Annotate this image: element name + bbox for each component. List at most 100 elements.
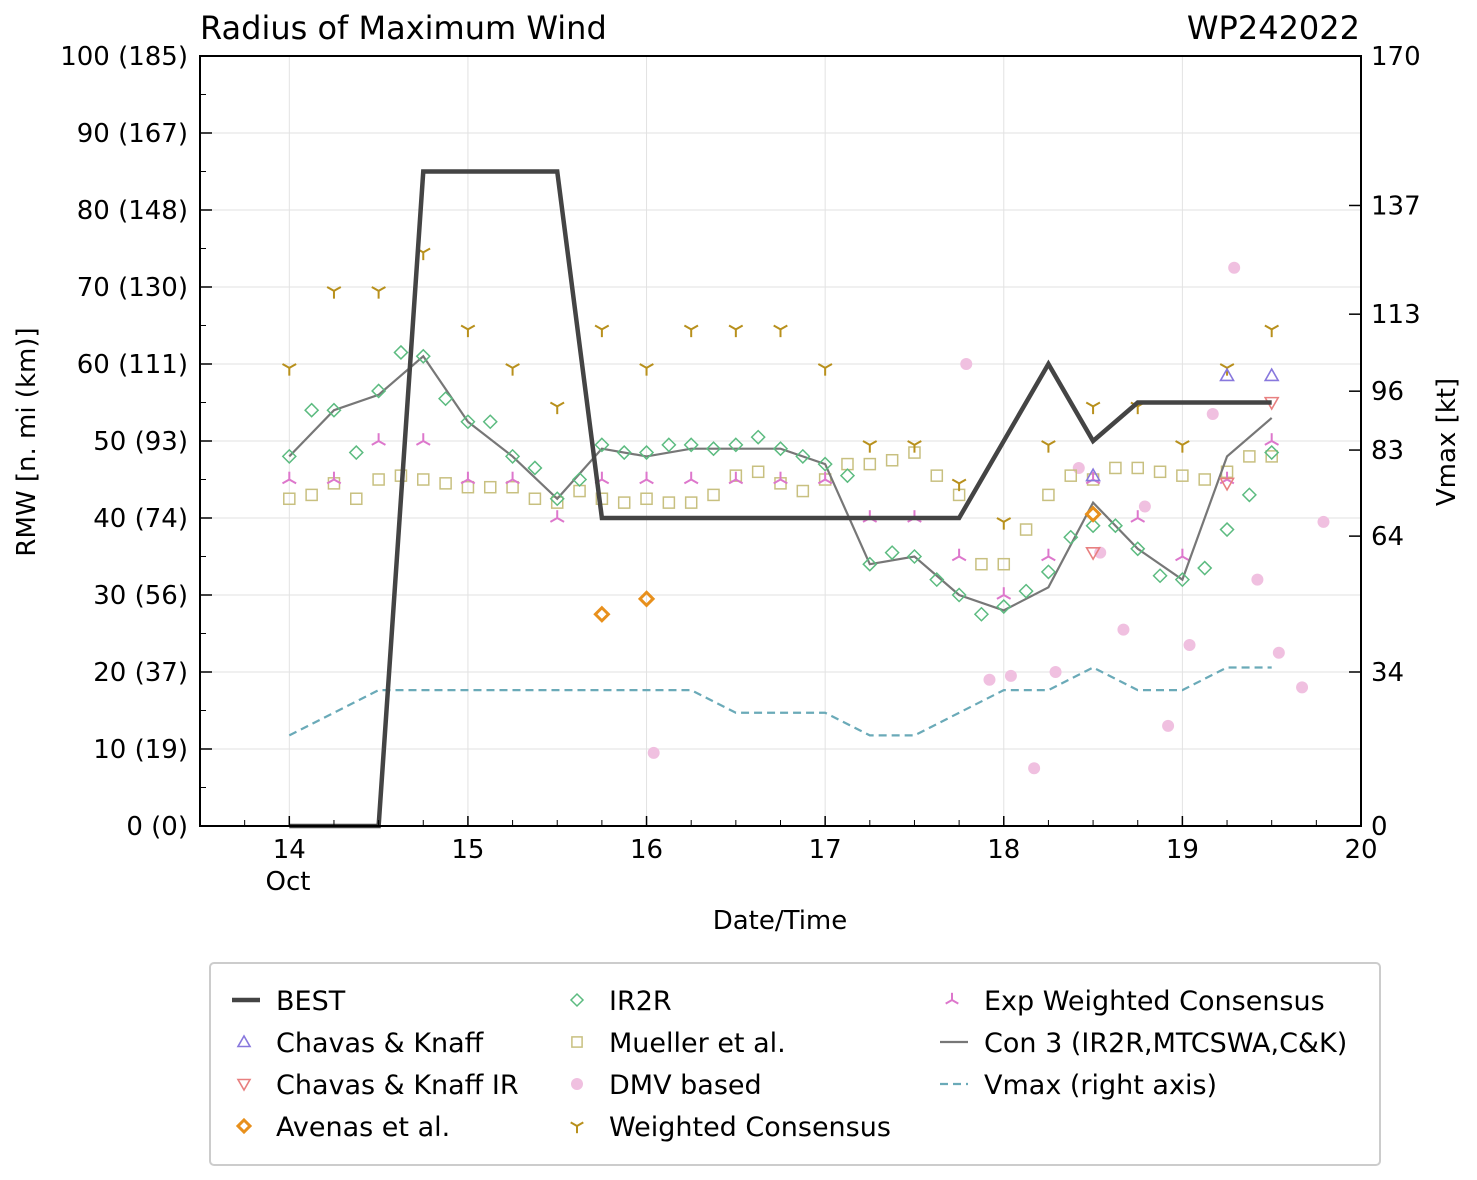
mueller-et-al-point (684, 496, 698, 509)
mueller-et-al-point (997, 557, 1011, 571)
avenas-et-al-point (637, 590, 656, 608)
mueller-et-al-point (863, 457, 877, 471)
avenas-et-al-point (593, 605, 611, 623)
exp-weighted-consensus-point (460, 471, 476, 485)
ir2r-point (571, 471, 588, 488)
exp-weighted-consensus-point (415, 433, 431, 446)
legend-label: BEST (276, 986, 346, 1017)
series-con-3-ir2r-mtcswa-c-k (288, 354, 1273, 612)
y2-axis-label: Vmax [kt] (1432, 378, 1462, 506)
marker-stroke (422, 440, 431, 446)
marker-stroke (958, 555, 967, 562)
legend-item-dmv-based: DMV based (571, 1070, 762, 1101)
y2-tick-label: 34 (1371, 658, 1404, 688)
series-ir2r (281, 344, 1280, 622)
dmv-based-point (1228, 261, 1241, 274)
chart-title: Radius of Maximum Wind (200, 9, 607, 47)
dmv-based-point (1206, 408, 1219, 421)
mueller-et-al-point (1265, 450, 1278, 463)
marker-stroke (1130, 517, 1139, 523)
exp-weighted-consensus-point (1130, 510, 1146, 523)
legend-swatch (236, 1078, 252, 1092)
weighted-consensus-point (549, 401, 565, 415)
dmv-based-point (960, 358, 973, 370)
weighted-consensus-point (594, 324, 610, 338)
mueller-et-al-point (1064, 469, 1078, 482)
y-axis-label: RMW [n. mi (km)] (12, 327, 42, 556)
dmv-based-point (1072, 461, 1085, 474)
y-tick-label: 20 (37) (93, 658, 188, 688)
weighted-consensus-point (817, 363, 833, 376)
mueller-et-al-point (640, 492, 653, 506)
marker-stroke (378, 440, 386, 446)
marker-stroke (371, 440, 380, 446)
dmv-based-point (983, 673, 996, 686)
exp-weighted-consensus-point (639, 471, 654, 485)
marker-stroke (646, 363, 654, 369)
marker-stroke (1041, 440, 1049, 446)
marker-stroke (556, 401, 565, 408)
legend-label: Con 3 (IR2R,MTCSWA,C&K) (984, 1028, 1347, 1059)
storm-id: WP242022 (1187, 9, 1360, 47)
marker-stroke (1175, 440, 1183, 446)
weighted-consensus-point (773, 324, 788, 338)
dmv-based-point (1117, 623, 1130, 636)
ir2r-point (795, 448, 811, 464)
legend-item-weighted-consensus: Weighted Consensus (570, 1112, 891, 1143)
dmv-based-point (1094, 546, 1107, 559)
ir2r-point (951, 587, 967, 603)
legend-swatch (571, 1078, 583, 1090)
ir2r-point (1219, 521, 1235, 538)
dmv-based-point (1183, 639, 1196, 652)
marker-stroke (639, 363, 648, 369)
ir2r-point (1241, 487, 1257, 503)
marker-stroke (1047, 440, 1056, 446)
legend-swatch (945, 992, 959, 1005)
ir2r-point (527, 460, 543, 476)
marker-stroke (1219, 363, 1228, 369)
mueller-et-al-point (617, 496, 631, 509)
exp-weighted-consensus-point (951, 548, 967, 562)
chavas-knaff-ir-point (1219, 477, 1235, 492)
ir2r-point (1264, 444, 1280, 461)
weighted-consensus-point (996, 517, 1012, 530)
exp-weighted-consensus-point (996, 587, 1012, 600)
marker-stroke (378, 286, 386, 292)
marker-stroke (288, 363, 297, 369)
marker-stroke (1092, 401, 1101, 408)
weighted-consensus-point (505, 363, 520, 376)
mueller-et-al-point (283, 492, 296, 506)
legend-item-mueller-et-al: Mueller et al. (571, 1028, 786, 1059)
mueller-et-al-point (751, 465, 765, 479)
dmv-based-point (1251, 573, 1264, 586)
marker-stroke (333, 478, 342, 485)
chavas-knaff-point (1263, 367, 1280, 382)
legend-label: Exp Weighted Consensus (984, 986, 1325, 1017)
y-tick-label: 100 (185) (60, 42, 188, 72)
weighted-consensus-point (1041, 440, 1056, 453)
y-tick-label: 90 (167) (77, 119, 188, 149)
ir2r-point (393, 344, 409, 361)
legend-label: DMV based (609, 1070, 762, 1101)
mueller-et-al-point (372, 473, 385, 486)
legend-label: Vmax (right axis) (984, 1070, 1217, 1101)
weighted-consensus-point (683, 324, 699, 338)
legend-swatch (569, 992, 585, 1008)
y-tick-label: 80 (148) (77, 196, 188, 226)
series-mueller-et-al (283, 446, 1278, 571)
legend-box (209, 962, 1381, 1166)
exp-weighted-consensus-point (281, 471, 297, 485)
legend-item-exp-weighted-consensus: Exp Weighted Consensus (945, 986, 1325, 1017)
marker-stroke (467, 478, 476, 485)
exp-weighted-consensus-point (728, 471, 744, 485)
legend-item-ir2r: IR2R (569, 986, 672, 1017)
ir2r-point (326, 402, 342, 418)
mueller-et-al-point (885, 453, 899, 467)
ir2r-point (884, 545, 900, 561)
marker-stroke (824, 478, 833, 485)
legend-item-vmax-right-axis: Vmax (right axis) (940, 1070, 1217, 1101)
x-tick-label: 16 (630, 835, 663, 865)
marker-stroke (639, 478, 648, 485)
y2-tick-label: 170 (1371, 42, 1421, 72)
legend-label: IR2R (609, 986, 672, 1017)
